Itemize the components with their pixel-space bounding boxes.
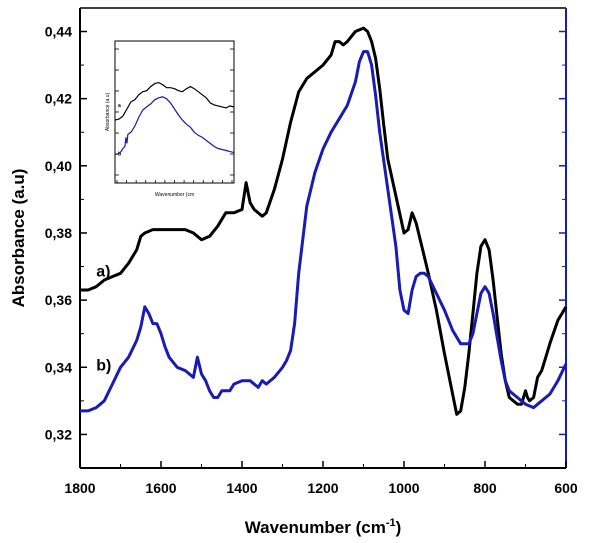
inset-series-line-b <box>114 96 235 156</box>
curve-label-a: a) <box>96 264 110 281</box>
x-tick-label: 800 <box>473 480 497 496</box>
x-tick-label: 600 <box>554 480 578 496</box>
inset-frame <box>114 40 235 184</box>
y-tick-label: 0,34 <box>45 359 72 375</box>
y-axis-title: Absorbance (a.u) <box>9 169 28 308</box>
inset-x-axis-title: Wavenumber (cm <box>155 192 194 198</box>
y-tick-label: 0,32 <box>45 426 72 442</box>
x-tick-label: 1200 <box>307 480 338 496</box>
y-tick-label: 0,40 <box>45 158 72 174</box>
y-tick-label: 0,36 <box>45 292 72 308</box>
inset-plot: a b Wavenumber (cm Absorbance (a.u) <box>105 40 235 198</box>
main-plot: 1800 1600 1400 1200 1000 800 600 0,32 0,34 0,36 0,… <box>9 7 578 537</box>
inset-y-axis-title: Absorbance (a.u) <box>105 92 111 131</box>
curve-label-b: b) <box>96 358 111 375</box>
series-line-b <box>80 50 568 413</box>
x-tick-label: 1800 <box>64 480 95 496</box>
x-axis-title: Wavenumber (cm-1) <box>245 517 402 537</box>
inset-curve-label-b: b <box>118 152 121 158</box>
inset-series-line-a <box>114 81 235 121</box>
x-tick-label: 1600 <box>145 480 176 496</box>
x-tick-label: 1000 <box>388 480 419 496</box>
y-tick-label: 0,42 <box>45 91 72 107</box>
y-tick-label: 0,44 <box>45 24 72 40</box>
x-tick-label: 1400 <box>226 480 257 496</box>
inset-curve-label-a: a <box>118 103 121 109</box>
y-tick-label: 0,38 <box>45 225 72 241</box>
